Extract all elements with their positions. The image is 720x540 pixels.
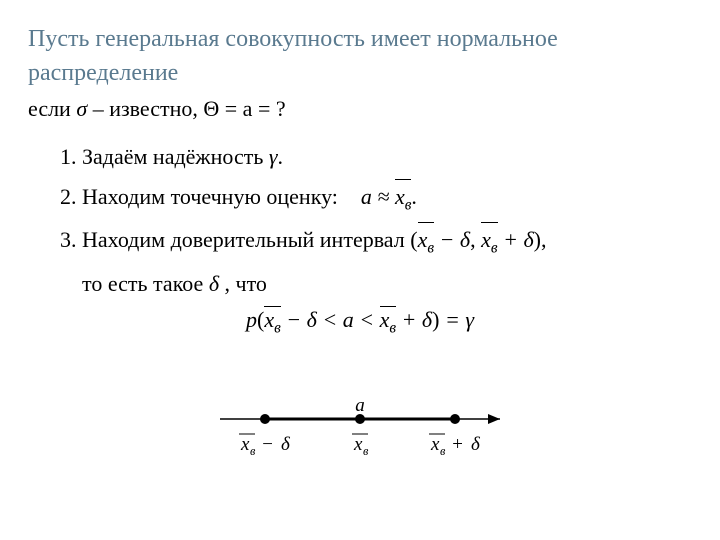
xbar-1: xв: [395, 180, 411, 217]
svg-text:в: в: [250, 444, 256, 458]
step2-dot: .: [411, 184, 417, 209]
step3-delta1: δ: [460, 227, 470, 252]
formula-plus: +: [396, 307, 422, 332]
formula-delta1: δ: [307, 307, 317, 332]
approx-symbol: ≈: [377, 184, 395, 209]
step3-comma: ,: [470, 227, 481, 252]
step3-pre: 3. Находим доверительный интервал: [60, 227, 410, 252]
step3-delta2: δ: [523, 227, 533, 252]
svg-text:a: a: [355, 395, 365, 416]
formula-p: p: [246, 307, 257, 332]
number-line-svg: axв − δxвxв + δ: [190, 367, 530, 467]
step2-a: a: [361, 184, 372, 209]
xbar-3: xв: [481, 223, 497, 260]
step2-pre: 2. Находим точечную оценку:: [60, 184, 338, 209]
formula-minus: −: [281, 307, 307, 332]
step-3b: то есть такое δ , что: [28, 267, 692, 301]
step3b-pre: то есть такое: [82, 271, 209, 296]
svg-text:x: x: [430, 434, 440, 455]
xbar-5: xв: [380, 307, 396, 337]
step3-minus: −: [434, 227, 460, 252]
step3-plus: +: [498, 227, 524, 252]
formula-lt1: <: [317, 307, 343, 332]
svg-text:x: x: [240, 434, 250, 455]
xbar-4: xв: [264, 307, 280, 337]
probability-formula: p(xв − δ < a < xв + δ) = γ: [28, 307, 692, 337]
svg-text:δ: δ: [471, 434, 481, 455]
svg-text:−: −: [261, 434, 274, 455]
step1-dot: .: [278, 144, 284, 169]
formula-eq: =: [439, 307, 465, 332]
xbar-2: xв: [418, 223, 434, 260]
step-2: 2. Находим точечную оценку: a ≈ xв.: [28, 180, 692, 217]
step3b-post: , что: [225, 271, 267, 296]
svg-text:+: +: [451, 434, 464, 455]
cond-known: – известно,: [93, 96, 204, 121]
svg-text:δ: δ: [281, 434, 291, 455]
condition-line: если σ – известно, Θ = a = ?: [28, 92, 692, 126]
step3-rp: ),: [534, 227, 547, 252]
cond-theta: Θ = a = ?: [203, 96, 285, 121]
cond-pre: если: [28, 96, 76, 121]
formula-lt2: <: [354, 307, 380, 332]
number-line-diagram: axв − δxвxв + δ: [28, 367, 692, 472]
title-line-1: Пусть генеральная совокупность имеет нор…: [28, 24, 692, 54]
step-1: 1. Задаём надёжность γ.: [28, 140, 692, 174]
formula-a: a: [343, 307, 354, 332]
gamma-symbol: γ: [269, 144, 278, 169]
svg-text:x: x: [353, 434, 363, 455]
svg-text:в: в: [363, 444, 369, 458]
formula-delta2: δ: [422, 307, 432, 332]
step3b-delta: δ: [209, 271, 219, 296]
step3-lp: (: [410, 227, 417, 252]
title-line-2: распределение: [28, 58, 692, 88]
step-3: 3. Находим доверительный интервал (xв − …: [28, 223, 692, 260]
sigma-symbol: σ: [76, 96, 87, 121]
formula-gamma: γ: [465, 307, 474, 332]
step1-pre: 1. Задаём надёжность: [60, 144, 269, 169]
svg-text:в: в: [440, 444, 446, 458]
